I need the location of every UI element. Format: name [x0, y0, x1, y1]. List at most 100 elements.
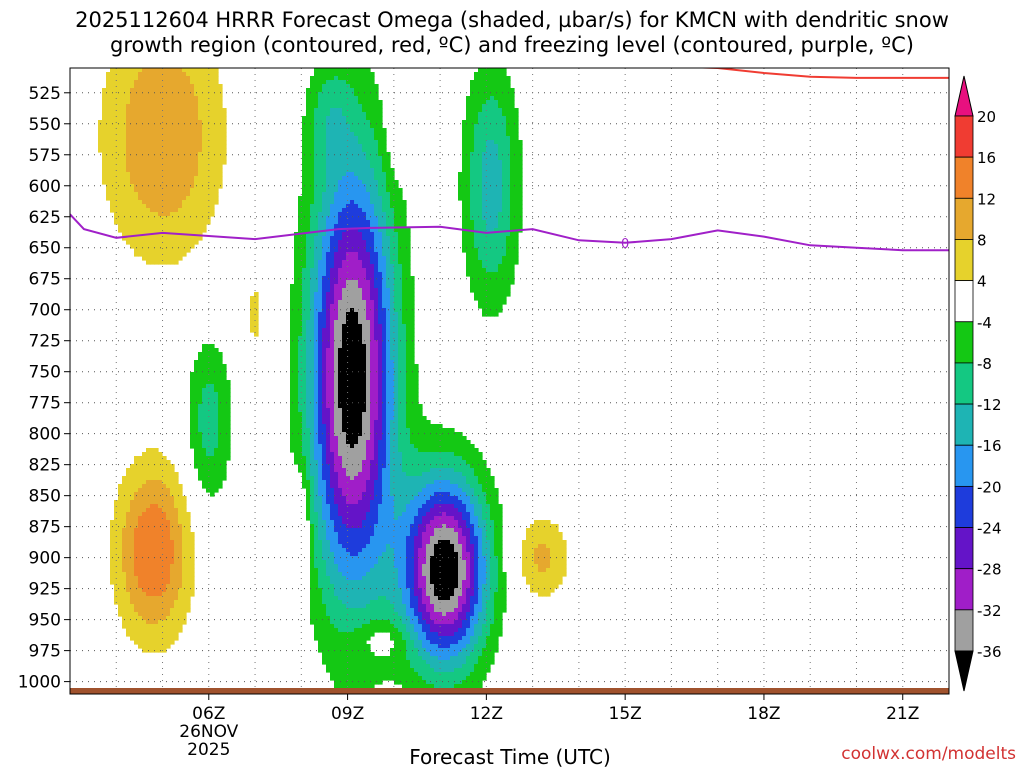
omega-cell [334, 116, 339, 121]
omega-cell [134, 640, 139, 645]
omega-cell [126, 108, 131, 113]
omega-cell [346, 652, 351, 657]
omega-cell [306, 480, 311, 485]
omega-cell [134, 632, 139, 637]
omega-cell [186, 200, 191, 205]
omega-cell [358, 612, 363, 617]
omega-cell [142, 252, 147, 257]
omega-cell [354, 84, 359, 89]
omega-cell [322, 604, 327, 609]
omega-cell [170, 72, 175, 77]
omega-cell [214, 420, 219, 425]
omega-cell [210, 384, 215, 389]
omega-cell [318, 164, 323, 169]
omega-cell [342, 636, 347, 641]
omega-cell [130, 592, 135, 597]
omega-cell [178, 584, 183, 589]
omega-cell [114, 76, 119, 81]
omega-cell [354, 128, 359, 133]
omega-cell [182, 560, 187, 565]
omega-cell [302, 360, 307, 365]
omega-cell [150, 244, 155, 249]
omega-cell [138, 456, 143, 461]
omega-cell [354, 220, 359, 225]
omega-cell [162, 196, 167, 201]
omega-cell [294, 328, 299, 333]
omega-cell [326, 632, 331, 637]
omega-cell [166, 496, 171, 501]
omega-cell [314, 304, 319, 309]
omega-cell [210, 468, 215, 473]
omega-cell [170, 612, 175, 617]
omega-cell [194, 464, 199, 469]
omega-cell [166, 472, 171, 477]
omega-cell [198, 476, 203, 481]
omega-cell [170, 188, 175, 193]
omega-cell [298, 228, 303, 233]
omega-cell [362, 432, 367, 437]
omega-cell [334, 324, 339, 329]
omega-cell [346, 544, 351, 549]
omega-cell [186, 212, 191, 217]
omega-cell [214, 480, 219, 485]
omega-cell [342, 360, 347, 365]
omega-cell [210, 212, 215, 217]
omega-cell [294, 348, 299, 353]
omega-cell [122, 596, 127, 601]
omega-cell [110, 168, 115, 173]
omega-cell [118, 612, 123, 617]
omega-cell [206, 184, 211, 189]
omega-cell [342, 172, 347, 177]
omega-cell [354, 600, 359, 605]
omega-cell [142, 480, 147, 485]
omega-cell [338, 564, 343, 569]
omega-cell [350, 224, 355, 229]
omega-cell [354, 152, 359, 157]
omega-cell [298, 272, 303, 277]
omega-cell [146, 632, 151, 637]
omega-cell [306, 116, 311, 121]
omega-cell [330, 488, 335, 493]
omega-cell [186, 532, 191, 537]
omega-cell [358, 84, 363, 89]
omega-cell [106, 176, 111, 181]
omega-cell [318, 516, 323, 521]
omega-cell [338, 104, 343, 109]
omega-cell [158, 256, 163, 261]
omega-cell [294, 300, 299, 305]
omega-cell [206, 452, 211, 457]
omega-cell [326, 620, 331, 625]
omega-cell [158, 96, 163, 101]
omega-cell [310, 572, 315, 577]
omega-cell [362, 628, 367, 633]
omega-cell [306, 444, 311, 449]
omega-cell [310, 144, 315, 149]
omega-cell [186, 564, 191, 569]
omega-cell [342, 524, 347, 529]
omega-cell [342, 540, 347, 545]
omega-cell [146, 88, 151, 93]
omega-cell [194, 216, 199, 221]
omega-cell [358, 520, 363, 525]
omega-cell [350, 472, 355, 477]
omega-cell [362, 256, 367, 261]
omega-cell [322, 100, 327, 105]
omega-cell [202, 448, 207, 453]
omega-cell [134, 532, 139, 537]
omega-cell [330, 508, 335, 513]
omega-cell [342, 208, 347, 213]
omega-cell [122, 68, 127, 73]
omega-cell [358, 620, 363, 625]
omega-cell [190, 376, 195, 381]
omega-cell [130, 180, 135, 185]
omega-cell [158, 168, 163, 173]
omega-cell [142, 224, 147, 229]
omega-cell [138, 164, 143, 169]
omega-cell [206, 104, 211, 109]
omega-cell [142, 628, 147, 633]
omega-cell [342, 156, 347, 161]
omega-cell [350, 684, 355, 689]
omega-cell [130, 76, 135, 81]
omega-cell [366, 104, 371, 109]
